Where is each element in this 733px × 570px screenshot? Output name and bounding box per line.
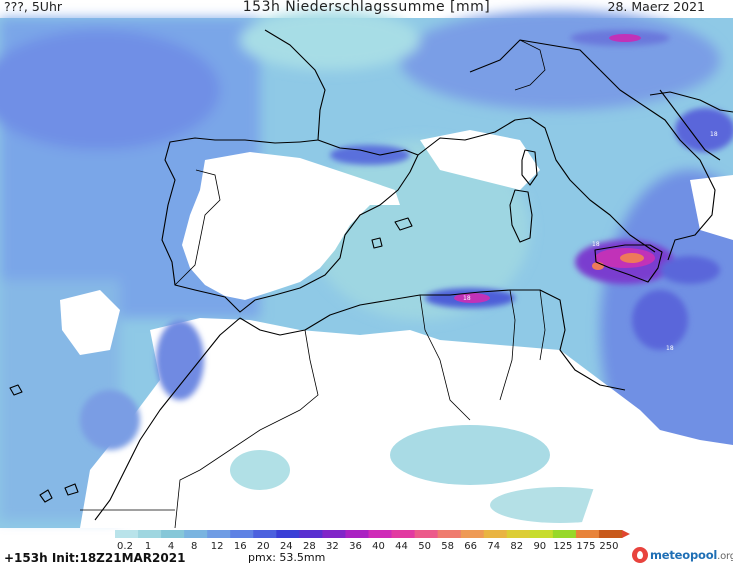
- legend-swatch: [460, 530, 485, 538]
- legend-swatch: [207, 530, 231, 538]
- legend-swatch: [322, 530, 346, 538]
- borders: [80, 39, 546, 529]
- legend-swatch: [598, 530, 623, 538]
- logo-icon: [632, 547, 648, 563]
- peak-label: 18: [463, 295, 471, 302]
- legend-tick-label: 50: [418, 541, 431, 552]
- header-left-label: ???, 5Uhr: [4, 0, 63, 14]
- legend-swatch: [437, 530, 462, 538]
- legend-tick-label: 125: [553, 541, 573, 552]
- map-title: 153h Niederschlagssumme [mm]: [242, 0, 491, 15]
- legend-color-bar: [115, 530, 630, 538]
- legend-tick-label: 44: [395, 541, 408, 552]
- legend-tick-label: 20: [256, 541, 270, 552]
- peak-labels: 18 18 18 18: [463, 131, 718, 352]
- legend-swatch: [184, 530, 208, 538]
- legend-swatch: [345, 530, 369, 538]
- legend-tick-label: 90: [533, 541, 547, 552]
- legend-tick-label: 175: [576, 541, 596, 552]
- legend-tick-labels: 0.2 1 4 8 12 16 20 24 28 32 36 40 44 50 58 66 74 82 90 125 1…: [0, 541, 733, 553]
- legend-tick-label: 1: [144, 541, 152, 552]
- legend-tick-label: 8: [190, 541, 198, 552]
- legend-swatch: [506, 530, 531, 538]
- legend-swatch: [276, 530, 300, 538]
- peak-label: 18: [592, 241, 600, 248]
- legend-tick-label: 40: [372, 541, 385, 552]
- legend-swatch: [138, 530, 162, 538]
- init-info: +153h Init:18Z21MAR2021: [4, 551, 186, 565]
- legend-swatch: [299, 530, 323, 538]
- peak-label: 18: [666, 345, 674, 352]
- legend-swatch: [575, 530, 600, 538]
- legend-tick-label: 16: [233, 541, 247, 552]
- legend-tick-label: 32: [326, 541, 339, 552]
- peak-label: 18: [710, 131, 718, 138]
- legend-swatch: [368, 530, 393, 538]
- legend-arrow-icon: [622, 530, 630, 538]
- legend-tick-label: 250: [599, 541, 619, 552]
- legend-swatch: [552, 530, 577, 538]
- legend-tick-label: 4: [167, 541, 175, 552]
- legend-tick-label: 28: [302, 541, 316, 552]
- coastlines: [9, 29, 733, 521]
- meteopool-logo[interactable]: meteopool.org: [632, 545, 733, 565]
- legend-swatch: [253, 530, 277, 538]
- precip-cores: [80, 30, 733, 450]
- max-precip: pmx: 53.5mm: [248, 551, 326, 564]
- legend-tick-label: 0.2: [117, 541, 133, 552]
- dry-land-areas: [60, 130, 733, 528]
- legend-tick-label: 24: [279, 541, 293, 552]
- legend-swatch: [115, 530, 139, 538]
- legend-tick-label: 36: [349, 541, 362, 552]
- legend-tick-label: 12: [210, 541, 224, 552]
- forecast-date: 28. Maerz 2021: [607, 0, 705, 14]
- legend-swatch: [483, 530, 508, 538]
- legend-tick-label: 66: [464, 541, 478, 552]
- legend-swatch: [529, 530, 554, 538]
- legend-tick-label: 82: [510, 541, 524, 552]
- logo-text: meteopool.org: [650, 548, 733, 562]
- legend-swatch: [391, 530, 416, 538]
- legend-tick-label: 58: [441, 541, 454, 552]
- legend-swatch: [414, 530, 439, 538]
- legend-swatch: [230, 530, 254, 538]
- legend-tick-label: 74: [487, 541, 501, 552]
- legend-swatch: [161, 530, 185, 538]
